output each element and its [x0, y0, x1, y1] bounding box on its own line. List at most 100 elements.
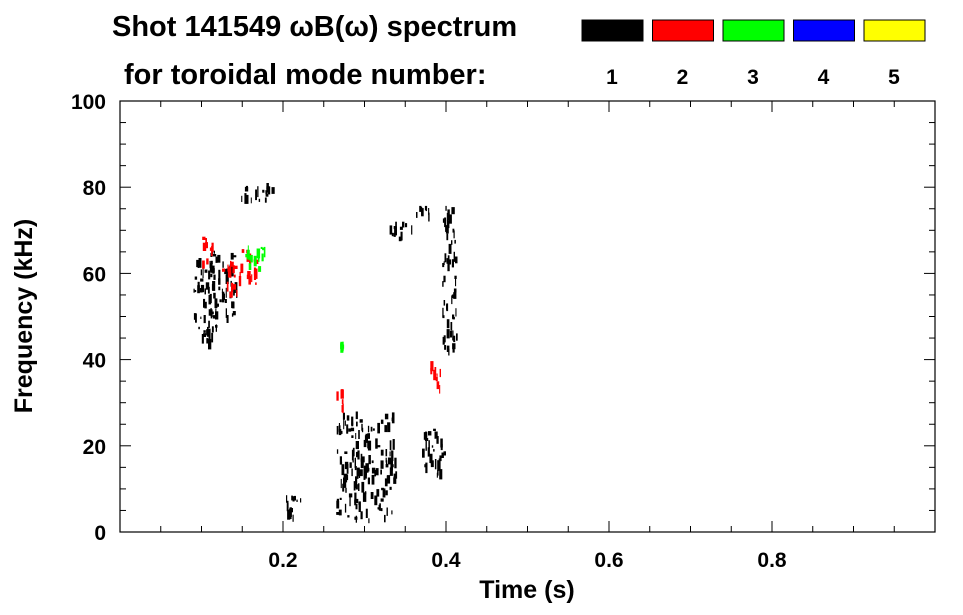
mode-1-streak [380, 469, 382, 475]
mode-1-streak [364, 435, 368, 443]
mode-1-streak [351, 416, 354, 426]
mode-2-streak [253, 267, 256, 276]
mode-1-streak [343, 477, 347, 488]
mode-1-streak [217, 254, 221, 263]
mode-2-streak [233, 284, 237, 290]
mode-1-streak [203, 315, 206, 324]
mode-1-streak [344, 461, 349, 470]
mode-1-streak [198, 258, 202, 268]
mode-2-streak [227, 264, 229, 272]
mode-1-streak [424, 205, 428, 211]
mode-1-streak [424, 437, 429, 441]
mode-1-streak [368, 455, 371, 465]
mode-1-streak [341, 464, 345, 476]
mode-1-streak [208, 320, 210, 328]
mode-1-streak [374, 495, 378, 506]
mode-2-streak [248, 276, 251, 285]
mode-1-streak [355, 498, 359, 504]
mode-1-streak [354, 466, 357, 471]
y-tick-label: 80 [83, 177, 106, 200]
mode-1-streak [453, 288, 457, 293]
mode-2-streak [202, 242, 207, 251]
mode-2-streak [233, 274, 236, 278]
mode-1-streak [300, 498, 302, 503]
mode-1-streak [425, 431, 428, 437]
y-tick-label: 0 [94, 522, 106, 545]
mode-1-streak [336, 426, 339, 435]
mode-1-streak [286, 495, 288, 503]
mode-1-streak [204, 269, 208, 273]
mode-1-streak [358, 472, 361, 478]
mode-1-streak [384, 514, 386, 523]
y-axis: 0 20 40 60 80 100 [71, 91, 935, 545]
mode-1-streak [444, 217, 447, 228]
mode-2-streak [238, 276, 242, 287]
x-tick-label: 0.8 [757, 549, 787, 572]
mode-1-streak [391, 232, 394, 237]
mode-1-streak [367, 477, 370, 485]
x-tick-label: 0.4 [431, 549, 461, 572]
chart-title: Shot 141549 ωB(ω) spectrum [112, 11, 517, 43]
mode-1-streak [446, 258, 450, 264]
mode-1-streak [443, 275, 446, 283]
mode-1-streak [226, 315, 229, 323]
mode-1-streak [250, 197, 252, 204]
mode-1-streak [211, 326, 214, 333]
mode-2-streak [209, 247, 213, 251]
mode-1-streak [206, 338, 209, 344]
mode-1-streak [208, 328, 211, 340]
mode-3-streak [248, 263, 252, 270]
mode-1-streak [402, 221, 405, 228]
mode-1-streak [375, 438, 378, 449]
mode-1-streak [204, 288, 206, 295]
mode-1-streak [267, 186, 271, 195]
mode-1-streak [208, 309, 212, 316]
mode-1-streak [355, 411, 358, 420]
mode-1-streak [448, 348, 450, 356]
mode-1-streak [342, 412, 345, 420]
mode-1-streak [225, 308, 227, 318]
mode-1-streak [222, 293, 225, 301]
mode-1-streak [385, 449, 388, 457]
mode-1-streak [389, 467, 393, 476]
mode-2-region-9 [202, 236, 214, 269]
mode-1-streak [428, 440, 430, 449]
mode-1-streak [380, 508, 383, 512]
mode-1-streak [380, 498, 384, 502]
mode-1-streak [344, 451, 348, 454]
mode-1-streak [363, 469, 366, 480]
mode-1-streak [225, 287, 227, 298]
mode-1-streak [339, 456, 342, 465]
mode-1-streak [390, 460, 393, 471]
mode-3-streak [256, 248, 261, 259]
plot-area [119, 100, 936, 533]
mode-2-streak [436, 373, 438, 377]
mode-1-streak [422, 448, 425, 458]
mode-1-streak [452, 343, 456, 350]
mode-1-streak [232, 311, 236, 316]
mode-1-streak [442, 307, 444, 318]
mode-1-streak [207, 286, 210, 294]
mode-1-streak [452, 314, 455, 319]
mode-1-streak [218, 269, 221, 281]
mode-2-streak [226, 281, 229, 292]
mode-1-streak [427, 447, 430, 457]
mode-1-streak [209, 262, 213, 272]
mode-1-streak [255, 189, 257, 201]
mode-1-streak [399, 226, 403, 230]
mode-1-streak [231, 271, 234, 277]
legend-swatch-5 [863, 19, 926, 42]
mode-1-streak [208, 294, 212, 305]
mode-1-streak [391, 450, 394, 462]
mode-1-streak [356, 421, 358, 427]
mode-2-streak [436, 381, 440, 390]
mode-1-streak [376, 489, 380, 497]
mode-1-streak [215, 325, 218, 328]
mode-1-streak [446, 319, 450, 329]
mode-1-streak [429, 453, 433, 463]
mode-1-streak [446, 233, 449, 241]
mode-1-streak [389, 225, 393, 235]
mode-2-streak [255, 268, 258, 279]
mode-1-streak [203, 301, 205, 308]
mode-1-streak [355, 441, 359, 450]
